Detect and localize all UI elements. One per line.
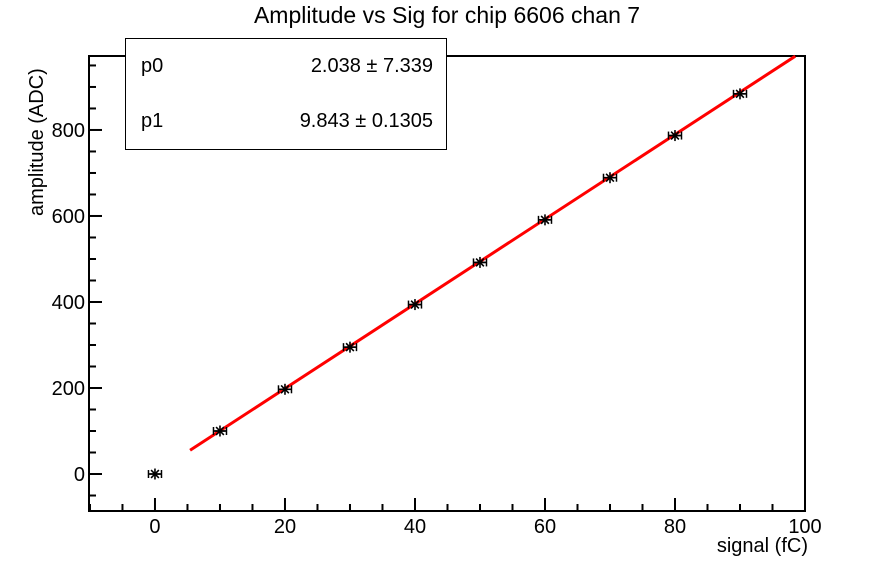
param-value-p1: 9.843 ± 0.1305 (299, 110, 433, 132)
y-tick-label: 400 (52, 292, 85, 314)
y-tick-label: 0 (74, 464, 85, 486)
fit-line (189, 54, 797, 452)
chart-title: Amplitude vs Sig for chip 6606 chan 7 (253, 2, 641, 28)
data-point (147, 468, 163, 480)
marker-arm-d2 (735, 89, 745, 99)
param-value-p0: 2.038 ± 7.339 (310, 55, 433, 77)
x-tick-label: 40 (404, 516, 426, 538)
data-point (277, 383, 293, 395)
y-axis-title: amplitude (ADC) (26, 68, 48, 216)
marker-arm-d2 (540, 215, 550, 225)
y-tick-label: 600 (52, 206, 85, 228)
data-point (407, 299, 423, 311)
fit-stats-box: p0 2.038 ± 7.339 p1 9.843 ± 0.1305 (125, 38, 447, 150)
marker-arm-d2 (605, 173, 615, 183)
x-tick-label: 100 (788, 516, 821, 538)
marker-arm-d2 (280, 384, 290, 394)
marker-arm-d2 (345, 342, 355, 352)
data-point (537, 214, 553, 226)
y-tick-label: 200 (52, 378, 85, 400)
marker-arm-d2 (670, 131, 680, 141)
x-tick-label: 20 (274, 516, 296, 538)
data-point (212, 425, 228, 437)
data-point (472, 256, 488, 268)
x-axis-title: signal (fC) (716, 535, 808, 557)
stats-row-p1: p1 9.843 ± 0.1305 (126, 94, 446, 149)
data-point (732, 88, 748, 100)
x-tick-label: 80 (664, 516, 686, 538)
marker-arm-d2 (150, 469, 160, 479)
x-tick-label: 0 (149, 516, 160, 538)
data-point (342, 341, 358, 353)
y-tick-label: 800 (52, 120, 85, 142)
param-name-p0: p0 (141, 55, 164, 77)
marker-arm-d2 (410, 300, 420, 310)
x-tick-label: 60 (534, 516, 556, 538)
param-name-p1: p1 (141, 110, 164, 132)
stats-row-p0: p0 2.038 ± 7.339 (126, 39, 446, 94)
marker-arm-d2 (215, 426, 225, 436)
data-point (602, 172, 618, 184)
marker-arm-d2 (475, 257, 485, 267)
data-point (667, 130, 683, 142)
